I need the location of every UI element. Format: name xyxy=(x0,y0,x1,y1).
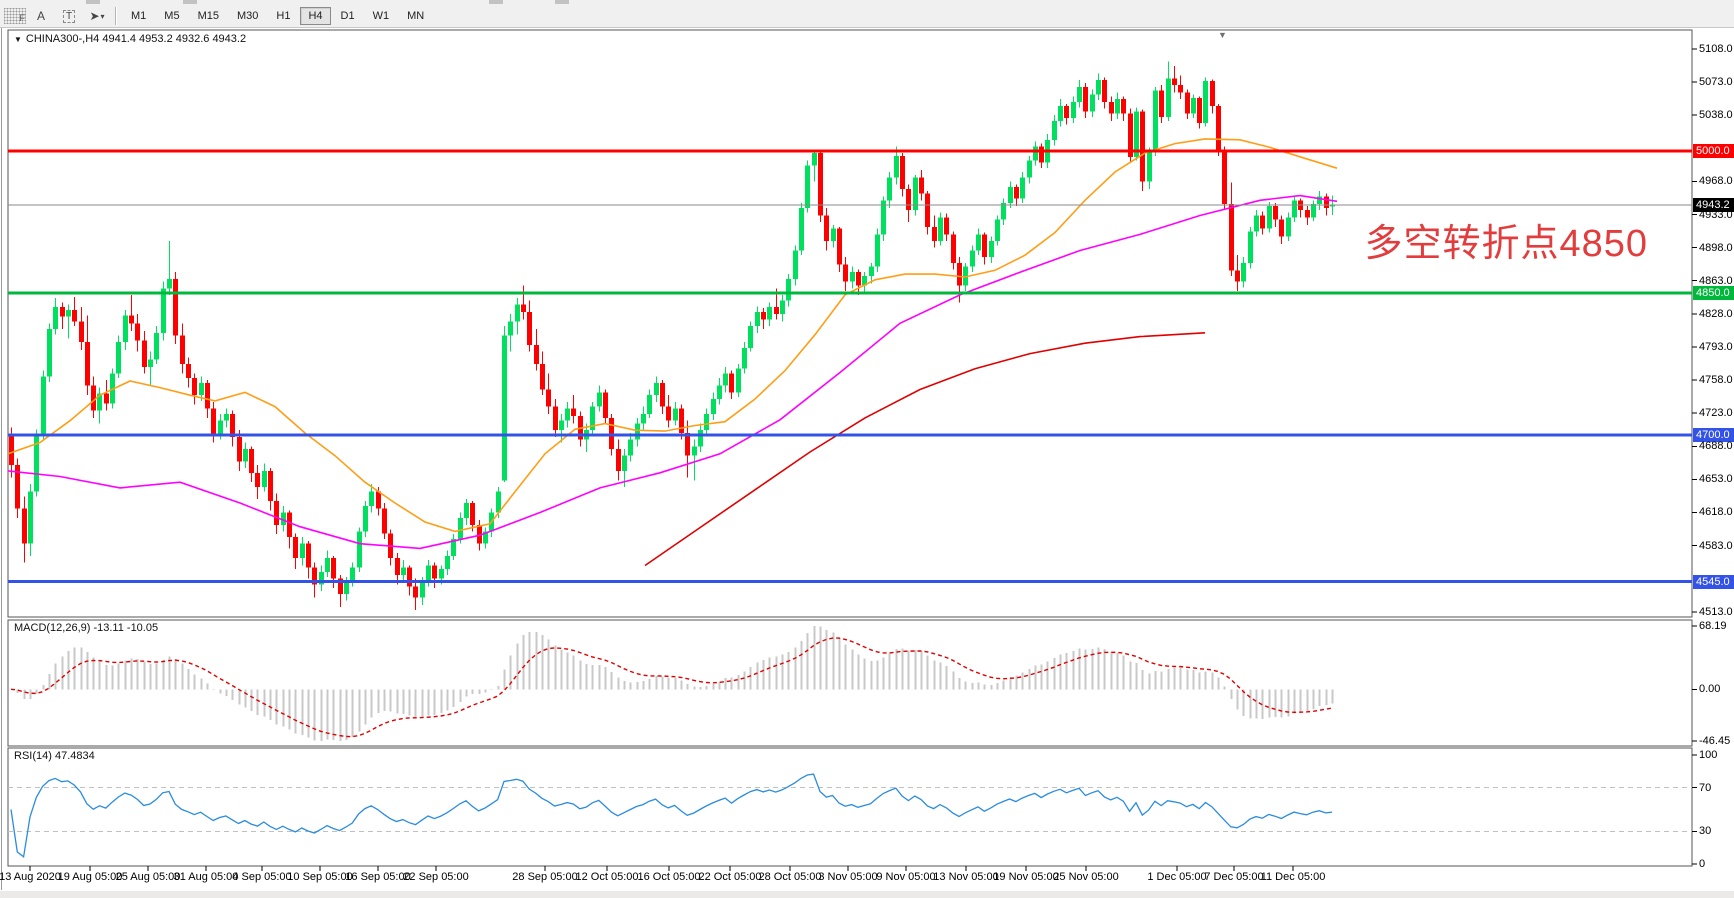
date-label: 22 Sep 05:00 xyxy=(403,871,469,883)
price-tick-4513.0: 4513.0 xyxy=(1699,605,1733,618)
rsi-tick-30: 30 xyxy=(1699,825,1712,838)
price-tick-4828.0: 4828.0 xyxy=(1699,307,1733,320)
date-label: 1 Dec 05:00 xyxy=(1147,871,1207,883)
date-label: 25 Aug 05:00 xyxy=(115,871,181,883)
price-tick-5038.0: 5038.0 xyxy=(1699,109,1733,122)
dropdown-caret-icon[interactable]: ▾ xyxy=(100,11,105,21)
tf-button-D1[interactable]: D1 xyxy=(340,10,355,22)
price-badge-5000.0: 5000.0 xyxy=(1693,144,1734,159)
macd-tick-68.19: 68.19 xyxy=(1699,620,1727,632)
price-tick-4863.0: 4863.0 xyxy=(1699,274,1733,287)
macd-signal-line xyxy=(10,637,1333,738)
price-tick-4758.0: 4758.0 xyxy=(1699,374,1733,387)
price-badge-4850.0: 4850.0 xyxy=(1693,286,1734,301)
date-label: 13 Aug 2020 xyxy=(0,871,61,883)
date-label: 28 Sep 05:00 xyxy=(512,871,578,883)
rsi-indicator-label: RSI(14) 47.4834 xyxy=(14,750,95,762)
date-label: 19 Nov 05:00 xyxy=(993,871,1059,883)
macd-pane-frame xyxy=(7,619,1693,747)
arrows-tool-icon[interactable]: ➤ ▾ xyxy=(89,9,105,23)
price-tick-4653.0: 4653.0 xyxy=(1699,473,1733,486)
chart-title-text: CHINA300-,H4 4941.4 4953.2 4932.6 4943.2 xyxy=(25,33,247,45)
rsi-tick-0: 0 xyxy=(1699,858,1706,870)
price-tick-4968.0: 4968.0 xyxy=(1699,175,1733,188)
clipped-toolbar-row xyxy=(0,0,1734,5)
ma-mid-magenta xyxy=(7,194,1338,550)
price-tick-4618.0: 4618.0 xyxy=(1699,506,1733,519)
tf-button-H4[interactable]: H4 xyxy=(300,7,331,25)
date-label: 4 Sep 05:00 xyxy=(232,871,292,883)
macd-tick-0.00: 0.00 xyxy=(1699,683,1721,696)
annotation-text: 多空转折点4850 xyxy=(1364,223,1648,265)
macd-histogram xyxy=(16,626,1334,741)
price-tick-4793.0: 4793.0 xyxy=(1699,340,1733,353)
chart-title: ▼ CHINA300-,H4 4941.4 4953.2 4932.6 4943.… xyxy=(14,33,246,45)
date-label: 9 Nov 05:00 xyxy=(876,871,936,883)
date-label: 28 Oct 05:00 xyxy=(758,871,822,883)
price-tick-4723.0: 4723.0 xyxy=(1699,407,1733,420)
text-box-icon[interactable]: T xyxy=(56,6,82,27)
date-label: 12 Oct 05:00 xyxy=(575,871,639,883)
grid-f-icon[interactable]: F xyxy=(4,8,26,24)
main-pane-frame xyxy=(7,29,1693,618)
price-tick-4933.0: 4933.0 xyxy=(1699,208,1733,221)
price-tick-4898.0: 4898.0 xyxy=(1699,241,1733,254)
clipped-button-fragment xyxy=(555,0,569,4)
toolbar-separator xyxy=(115,7,117,25)
rsi-tick-100: 100 xyxy=(1699,749,1718,761)
clipped-button-fragment xyxy=(183,0,197,4)
tf-button-M5[interactable]: M5 xyxy=(164,10,180,22)
clipped-button-fragment xyxy=(86,0,100,4)
date-label: 25 Nov 05:00 xyxy=(1053,871,1119,883)
rsi-line xyxy=(10,773,1332,858)
text-a-icon[interactable]: A xyxy=(36,9,45,23)
window-left-border xyxy=(1,28,2,890)
toolbar: F A T ➤ ▾ M1 M5 M15 M30 H1 H4 D1 W1 MN xyxy=(0,5,1734,28)
price-badge-4545.0: 4545.0 xyxy=(1693,574,1734,589)
date-label: 22 Oct 05:00 xyxy=(698,871,762,883)
macd-tick--46.45: -46.45 xyxy=(1699,735,1731,747)
price-badge-4943.2: 4943.2 xyxy=(1693,197,1734,212)
date-label: 19 Aug 05:00 xyxy=(57,871,123,883)
tf-button-MN[interactable]: MN xyxy=(407,10,425,22)
tf-button-W1[interactable]: W1 xyxy=(372,10,390,22)
price-tick-4583.0: 4583.0 xyxy=(1699,539,1733,552)
date-label: 11 Dec 05:00 xyxy=(1260,871,1326,883)
tf-button-M1[interactable]: M1 xyxy=(131,10,147,22)
candles-layer[interactable] xyxy=(9,61,1335,610)
date-label: 13 Nov 05:00 xyxy=(933,871,999,883)
ma-fast-orange xyxy=(7,138,1338,533)
price-tick-5108.0: 5108.0 xyxy=(1699,43,1733,55)
tf-button-H1[interactable]: H1 xyxy=(276,10,291,22)
window-bottom-strip xyxy=(0,891,1734,898)
clipped-button-fragment xyxy=(489,0,503,4)
date-label: 31 Aug 05:00 xyxy=(173,871,239,883)
price-badge-4700.0: 4700.0 xyxy=(1693,427,1734,442)
date-label: 16 Sep 05:00 xyxy=(345,871,411,883)
date-label: 3 Nov 05:00 xyxy=(818,871,878,883)
right-shift-marker-icon[interactable]: ▼ xyxy=(1218,30,1227,40)
date-label: 7 Dec 05:00 xyxy=(1204,871,1264,883)
rsi-tick-70: 70 xyxy=(1699,781,1712,794)
rsi-pane-frame xyxy=(7,747,1693,867)
price-tick-5073.0: 5073.0 xyxy=(1699,76,1733,89)
price-tick-4688.0: 4688.0 xyxy=(1699,440,1733,453)
tf-button-M15[interactable]: M15 xyxy=(197,10,219,22)
date-label: 16 Oct 05:00 xyxy=(637,871,701,883)
title-dropdown-icon[interactable]: ▼ xyxy=(14,35,22,44)
macd-indicator-label: MACD(12,26,9) -13.11 -10.05 xyxy=(14,622,159,634)
date-label: 10 Sep 05:00 xyxy=(287,871,353,883)
ma-slow-red xyxy=(644,332,1206,567)
tf-button-M30[interactable]: M30 xyxy=(236,10,259,22)
